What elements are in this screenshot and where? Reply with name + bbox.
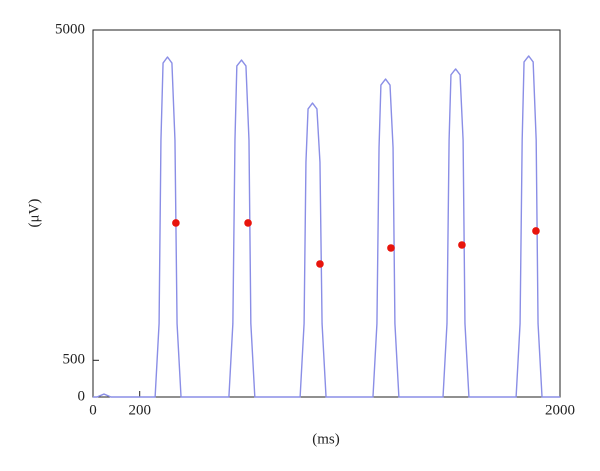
data-point xyxy=(172,219,180,227)
x-tick-label: 2000 xyxy=(545,402,575,418)
y-tick-label: 0 xyxy=(78,388,86,404)
data-point xyxy=(244,219,252,227)
x-axis-label: (ms) xyxy=(312,431,340,447)
data-line xyxy=(93,55,560,398)
y-axis-label: (μV) xyxy=(26,199,42,228)
data-point xyxy=(532,227,540,235)
data-point xyxy=(458,241,466,249)
y-tick-label: 500 xyxy=(63,352,86,368)
data-point xyxy=(316,260,324,268)
x-tick-label: 0 xyxy=(89,402,97,418)
data-point xyxy=(387,244,395,252)
y-tick-label: 5000 xyxy=(55,21,85,37)
x-tick-label: 200 xyxy=(128,402,151,418)
